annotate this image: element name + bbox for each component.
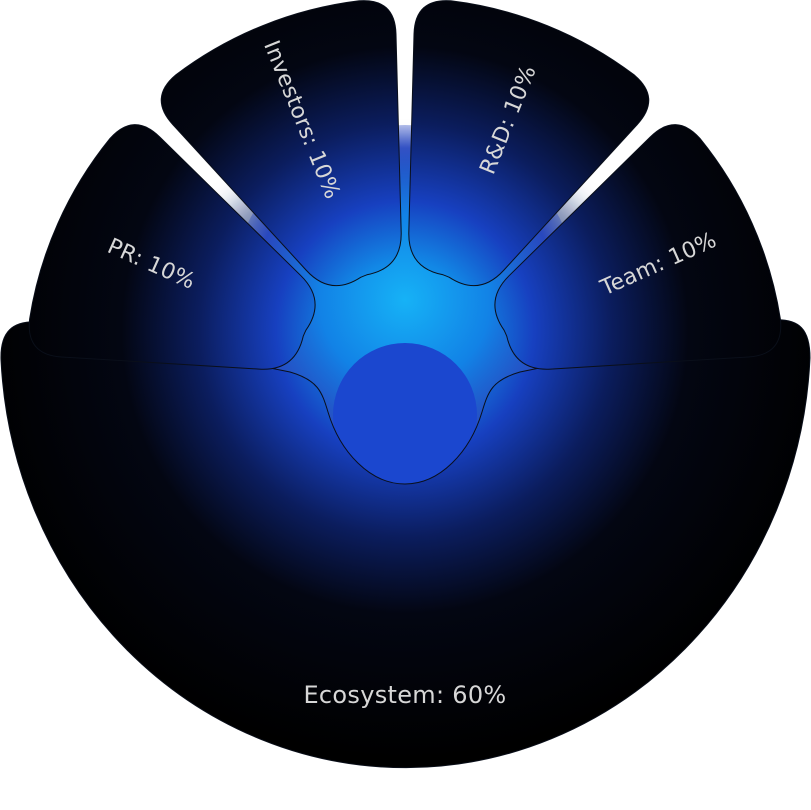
slices-group bbox=[0, 0, 811, 769]
slice-pr[interactable] bbox=[28, 124, 316, 370]
slice-label-ecosystem: Ecosystem: 60% bbox=[303, 681, 506, 709]
slice-team[interactable] bbox=[494, 124, 782, 370]
slice-rnd[interactable] bbox=[408, 0, 650, 287]
slice-investors[interactable] bbox=[160, 0, 402, 287]
slice-ecosystem[interactable] bbox=[0, 319, 811, 769]
